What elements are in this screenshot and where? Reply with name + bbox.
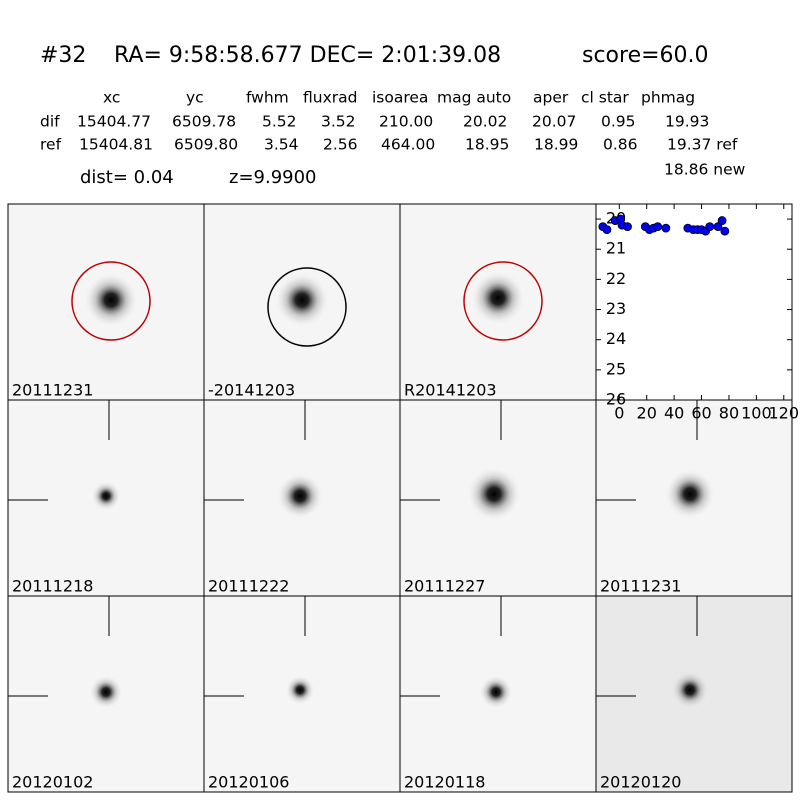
data-point (602, 225, 612, 235)
x-tick-label: 120 (769, 404, 800, 423)
panel-label: 20120106 (208, 773, 289, 792)
panel-label: 20111222 (208, 577, 289, 596)
table-cell: 19.37 ref (667, 136, 738, 154)
z-value: z=9.9900 (229, 167, 317, 188)
table-cell: 15404.77 (77, 113, 151, 131)
star (672, 672, 708, 708)
column-header: fwhm (246, 89, 289, 107)
panel-label: -20141203 (208, 381, 295, 400)
table-cell: 2.56 (323, 136, 358, 154)
table-cell: 18.95 (465, 136, 509, 154)
column-header: isoarea (372, 89, 428, 107)
panel-label: 20111231 (12, 381, 93, 400)
star (92, 482, 120, 510)
column-header: cl star (581, 89, 629, 107)
row-label: ref (40, 136, 62, 154)
candidate-id: #32 (40, 43, 86, 68)
data-point (661, 223, 671, 233)
y-tick-label: 25 (606, 359, 626, 378)
panel-label: 20120118 (404, 773, 485, 792)
table-cell: 20.07 (532, 113, 576, 131)
table-cell: 464.00 (381, 136, 435, 154)
coordinates: RA= 9:58:58.677 DEC= 2:01:39.08 (114, 43, 501, 68)
column-header: yc (186, 89, 204, 107)
star (480, 676, 512, 708)
x-tick-label: 0 (614, 404, 624, 423)
star (286, 676, 314, 704)
y-tick-label: 23 (606, 299, 626, 318)
star (468, 468, 520, 520)
table-cell: 6509.80 (174, 136, 238, 154)
y-tick-label: 21 (606, 239, 626, 258)
y-tick-label: 26 (606, 390, 626, 409)
table-cell: 0.95 (601, 113, 636, 131)
table-cell: 0.86 (603, 136, 638, 154)
y-tick-label: 22 (606, 269, 626, 288)
panel-label: 20111218 (12, 577, 93, 596)
x-tick-label: 40 (664, 404, 684, 423)
column-header: aper (533, 89, 569, 107)
x-tick-label: 100 (741, 404, 772, 423)
star (90, 676, 122, 708)
column-header: xc (103, 89, 120, 107)
aperture-circle (71, 261, 151, 341)
star (666, 470, 714, 518)
star (276, 274, 328, 326)
panel-label: 20111227 (404, 577, 485, 596)
table-cell: 6509.78 (172, 113, 236, 131)
x-tick-label: 60 (691, 404, 711, 423)
panel-label: 20120102 (12, 773, 93, 792)
plot-area (595, 203, 793, 401)
data-point (720, 226, 730, 236)
column-header: phmag (641, 89, 695, 107)
table-cell: 3.54 (264, 136, 299, 154)
aperture-circle (463, 261, 543, 341)
table-cell: 15404.81 (79, 136, 153, 154)
table-cell: 210.00 (379, 113, 433, 131)
star (278, 474, 322, 518)
x-tick-label: 20 (637, 404, 657, 423)
data-point (717, 216, 727, 225)
phmag-new: 18.86 new (664, 161, 746, 179)
distance: dist= 0.04 (80, 167, 174, 188)
row-label: dif (40, 113, 60, 131)
column-header: mag auto (437, 89, 511, 107)
table-cell: 19.93 (665, 113, 709, 131)
data-point (653, 222, 663, 232)
data-point (713, 222, 723, 232)
data-point (623, 222, 632, 232)
table-cell: 18.99 (534, 136, 578, 154)
table-cell: 5.52 (262, 113, 297, 131)
y-tick-label: 24 (606, 329, 626, 348)
column-header: fluxrad (303, 89, 357, 107)
panel-label: 20111231 (600, 577, 681, 596)
score: score=60.0 (582, 43, 709, 68)
panel-label: 20120120 (600, 773, 681, 792)
star (472, 272, 524, 324)
panel-label: R20141203 (404, 381, 497, 400)
aperture-circle (267, 267, 347, 347)
data-point (705, 222, 715, 232)
table-cell: 20.02 (463, 113, 507, 131)
table-cell: 3.52 (321, 113, 356, 131)
star (85, 274, 137, 326)
x-tick-label: 80 (719, 404, 739, 423)
